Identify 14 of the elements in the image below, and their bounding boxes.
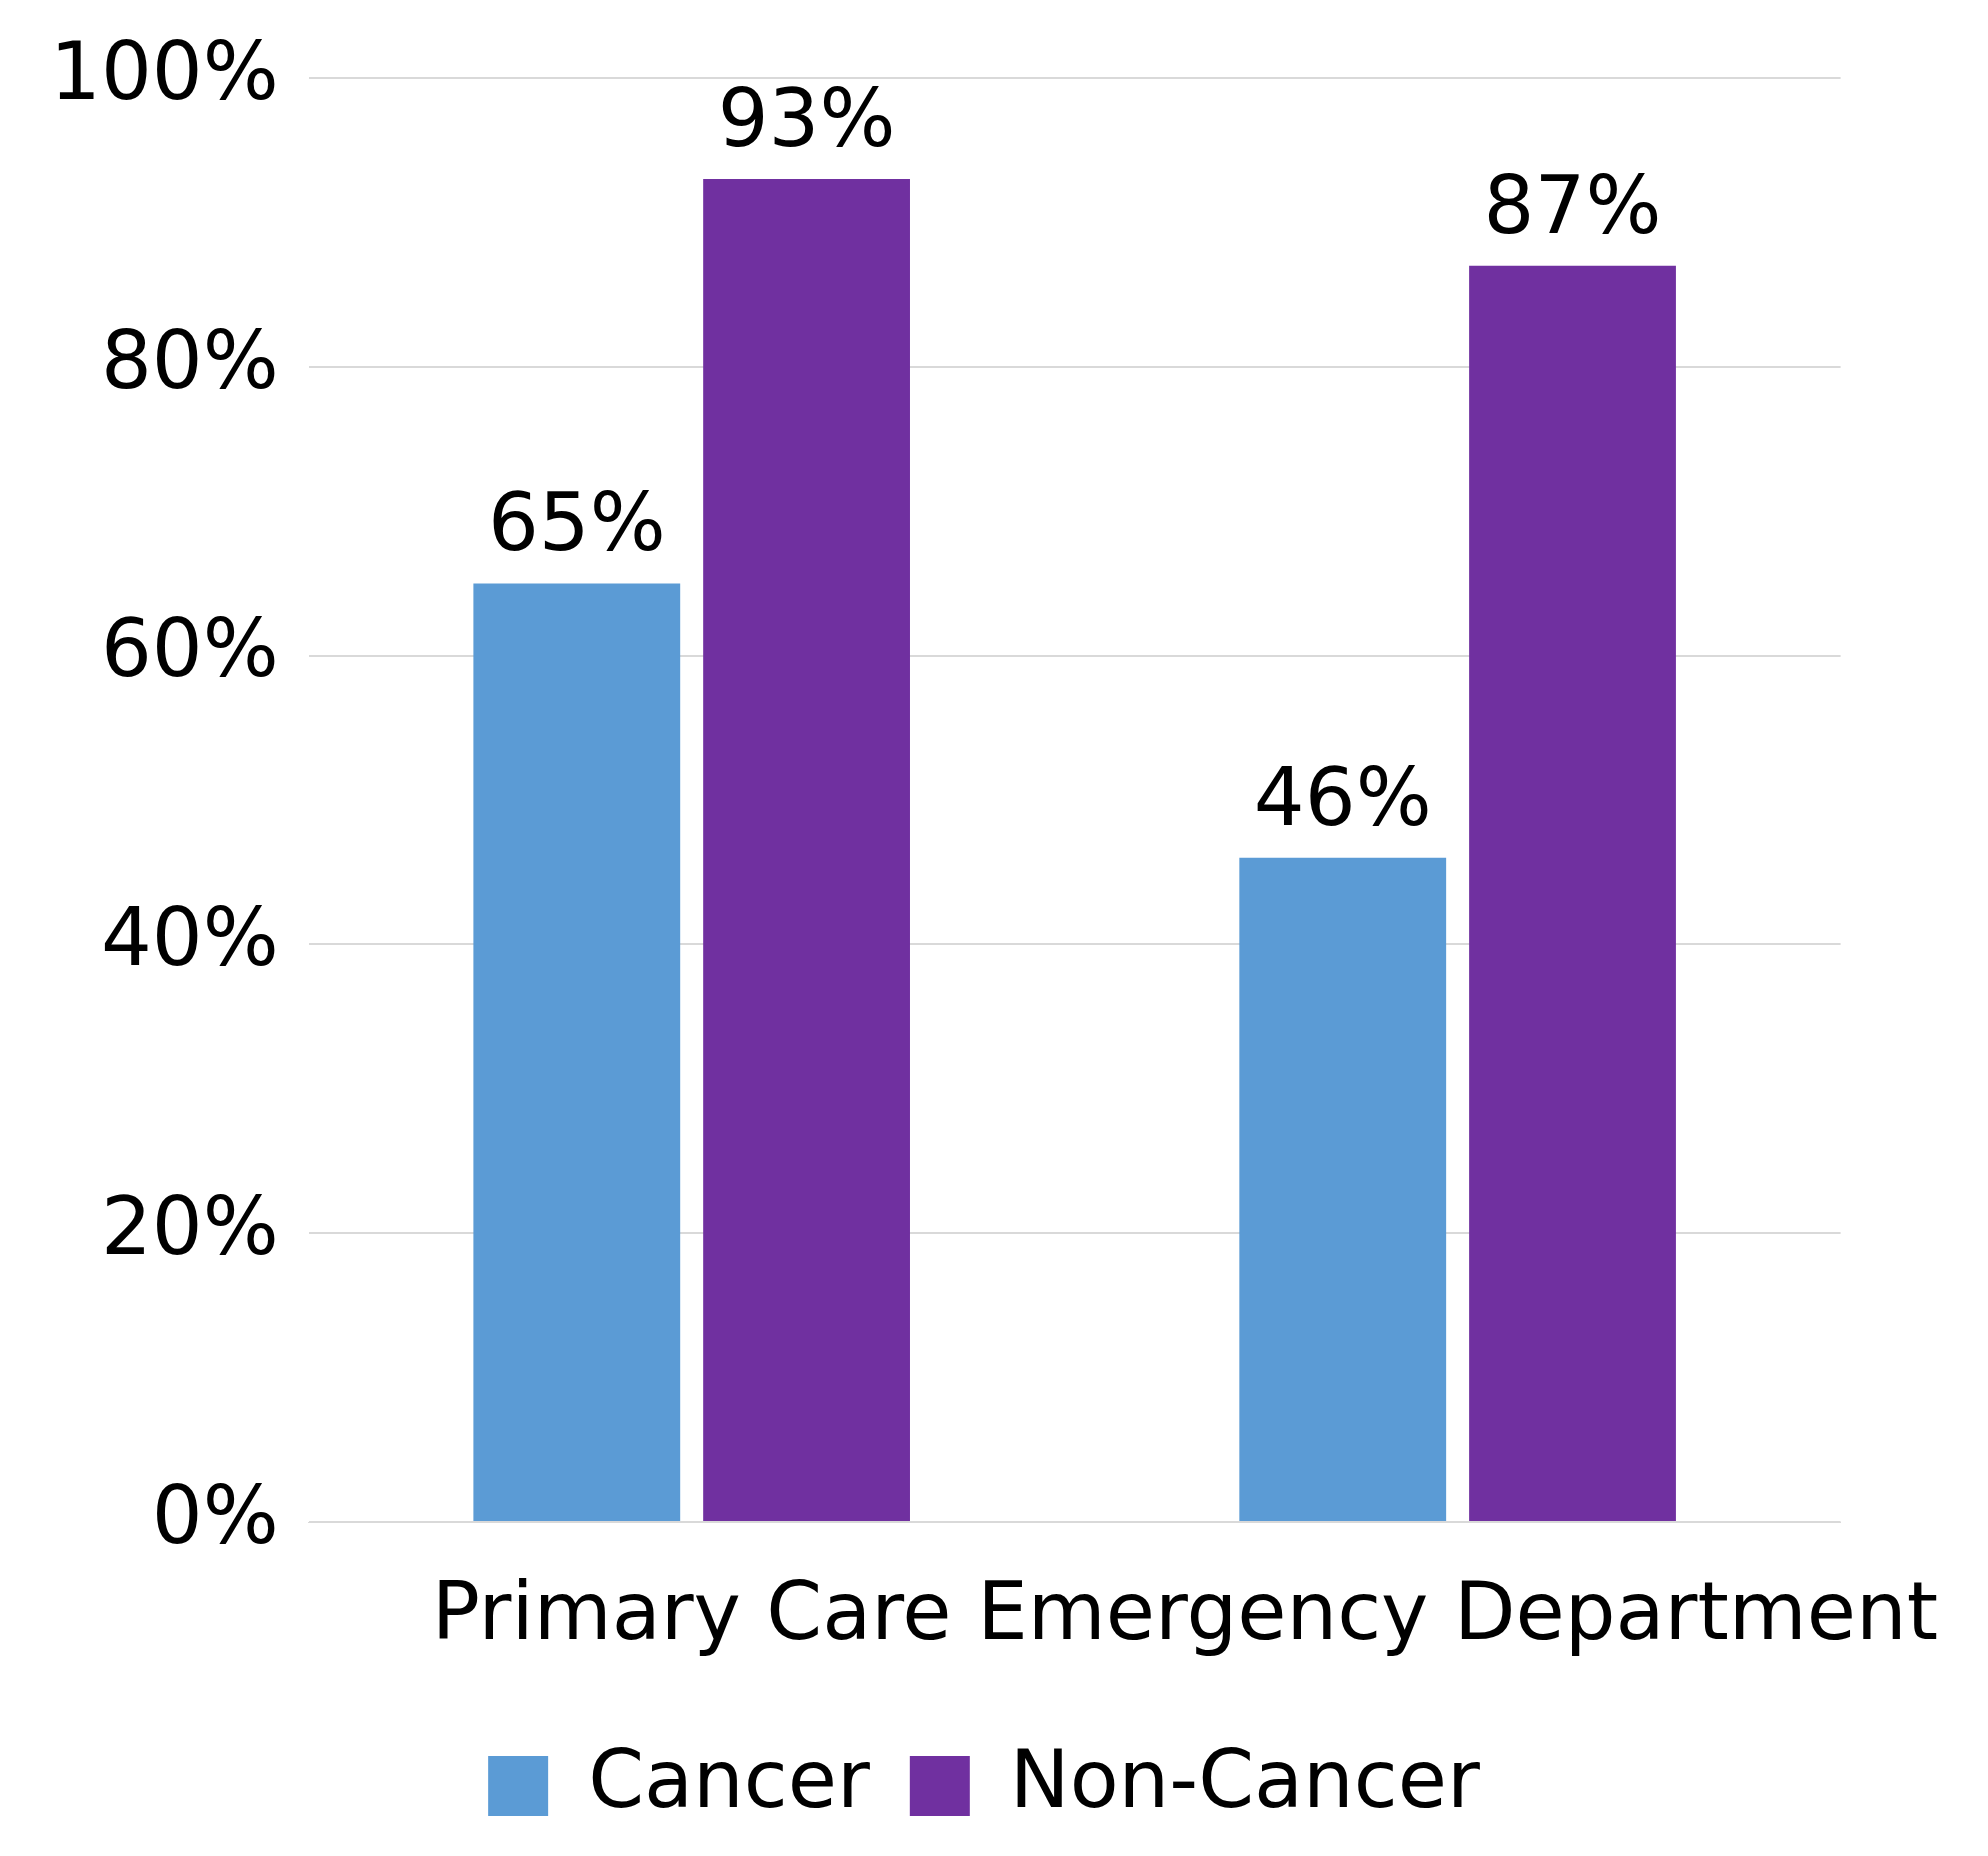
y-tick-label: 40%: [100, 891, 279, 985]
x-tick-label: Emergency Department: [977, 1564, 1938, 1658]
y-tick-label: 80%: [100, 313, 279, 407]
text: 87%: [1483, 158, 1662, 252]
y-tick-label: 100%: [49, 24, 279, 118]
legend-label: Cancer: [588, 1732, 870, 1826]
y-tick-label: 60%: [100, 602, 279, 696]
legend-label: Non-Cancer: [1009, 1732, 1480, 1826]
x-tick-label: Primary Care: [431, 1564, 952, 1658]
y-tick-label: 20%: [100, 1179, 279, 1273]
y-tick-label: 0%: [151, 1468, 279, 1562]
text: 46%: [1253, 750, 1432, 844]
text: 93%: [717, 71, 896, 165]
text: 65%: [487, 476, 666, 570]
